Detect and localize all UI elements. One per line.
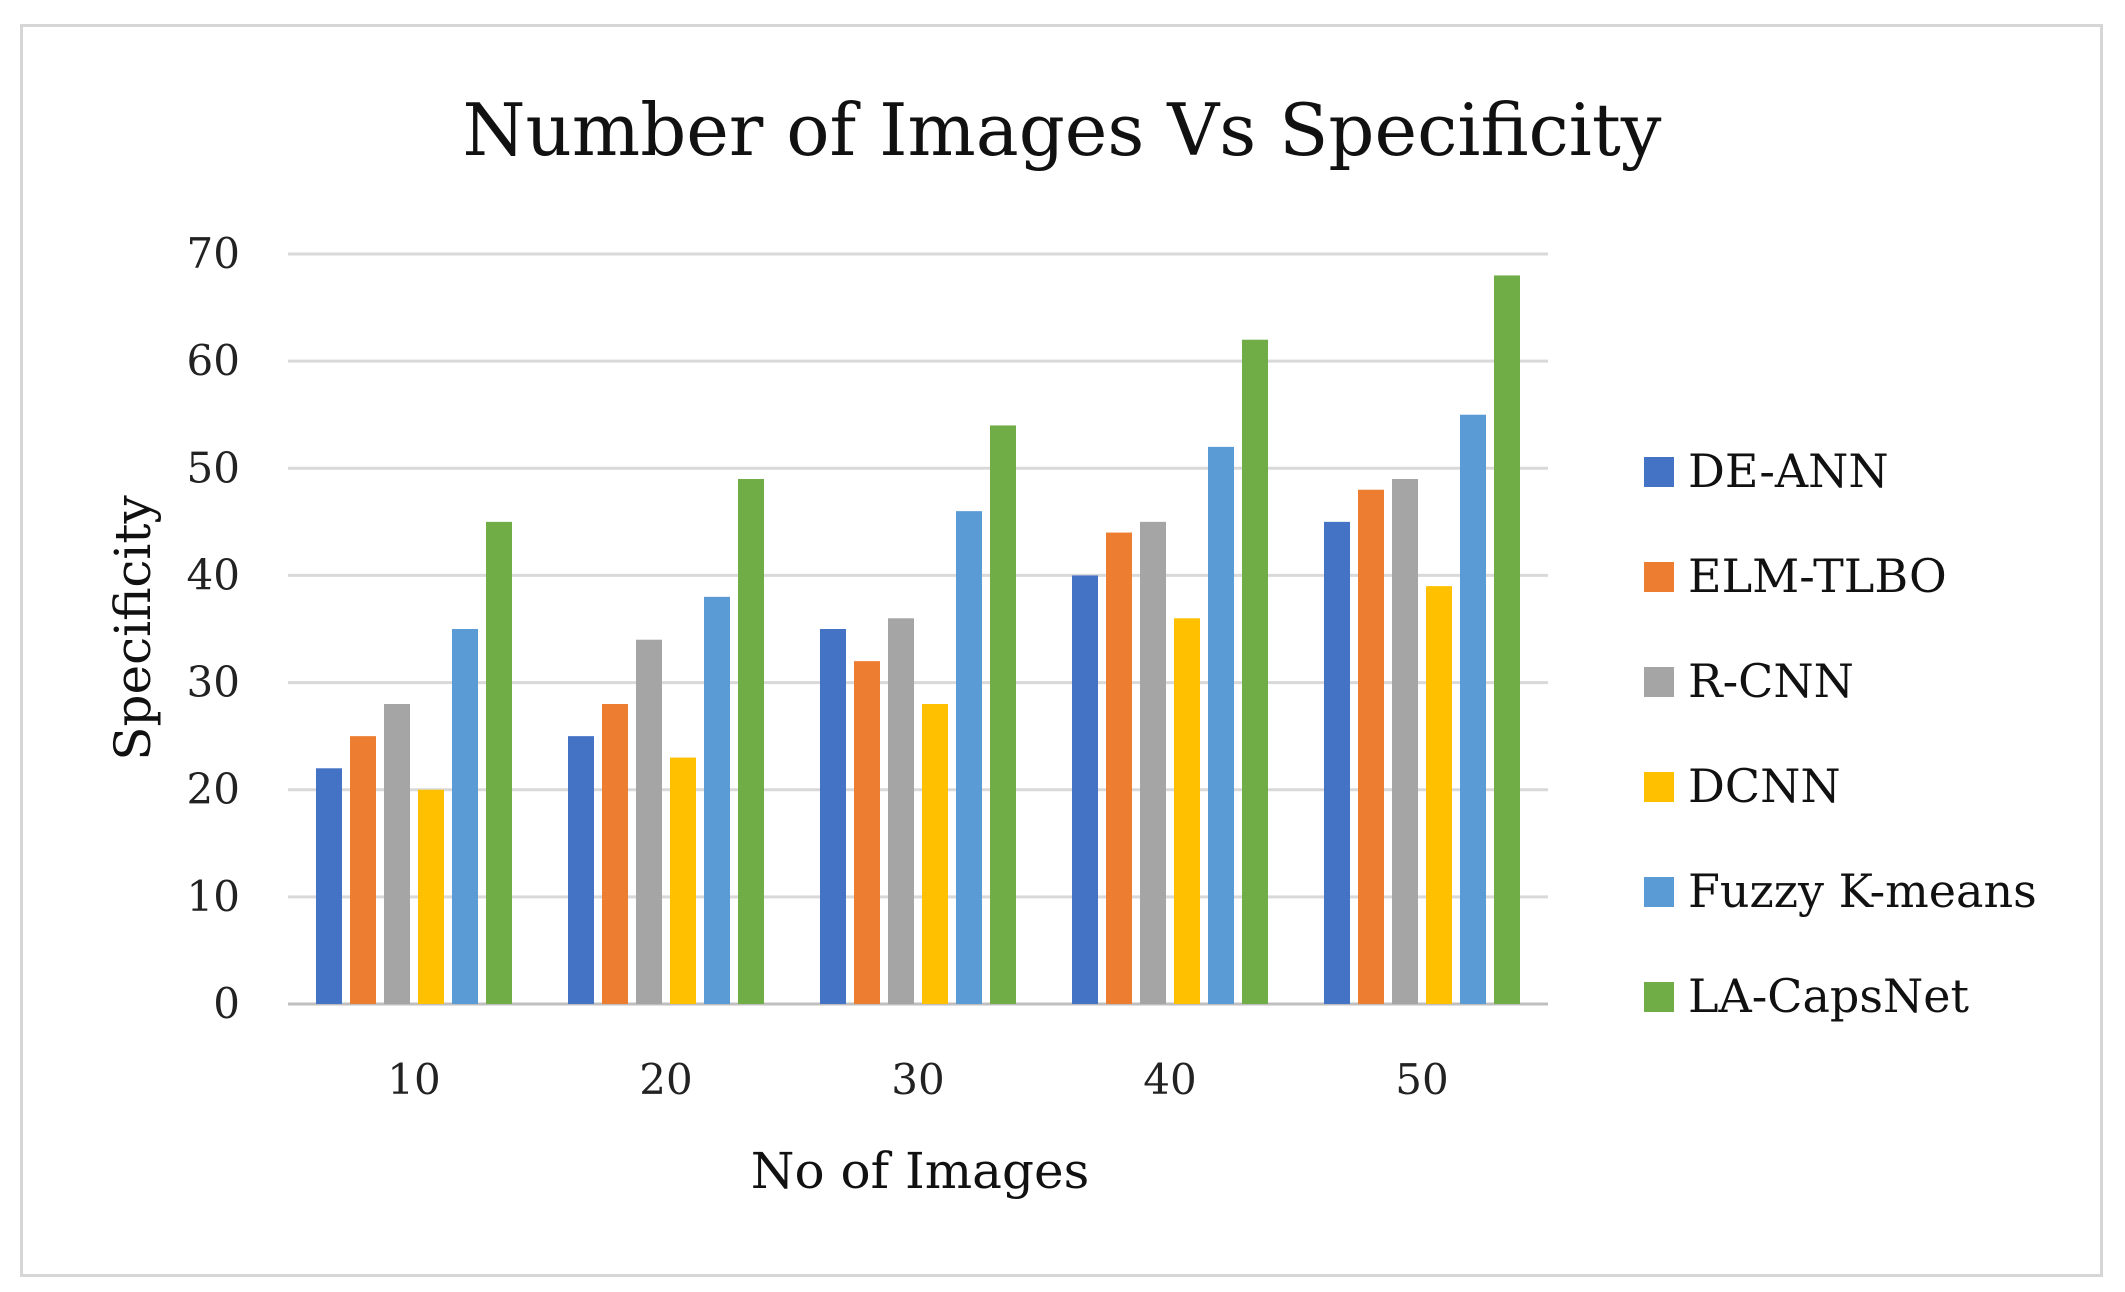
y-tick-label: 0: [213, 979, 240, 1028]
x-tick-label: 30: [891, 1055, 944, 1104]
bar-elm-tlbo-20: [602, 704, 628, 1004]
bar-r-cnn-50: [1392, 479, 1418, 1004]
legend-label: DE-ANN: [1688, 444, 1889, 498]
bar-fuzzy-k-means-10: [452, 629, 478, 1004]
y-tick-label: 40: [187, 550, 240, 599]
y-tick-label: 60: [187, 336, 240, 385]
bar-elm-tlbo-50: [1358, 489, 1384, 1004]
bars: [316, 275, 1520, 1004]
bar-fuzzy-k-means-30: [956, 511, 982, 1004]
bar-r-cnn-10: [384, 704, 410, 1004]
y-tick-label: 70: [187, 229, 240, 278]
legend-label: Fuzzy K-means: [1688, 864, 2037, 918]
x-axis-title: No of Images: [751, 1142, 1089, 1200]
legend-swatch: [1644, 457, 1674, 487]
bar-r-cnn-30: [888, 618, 914, 1004]
bar-dcnn-30: [922, 704, 948, 1004]
bar-de-ann-50: [1324, 521, 1350, 1004]
bar-de-ann-20: [568, 736, 594, 1004]
x-tick-labels: 10 20 30 40 50: [387, 1055, 1448, 1104]
legend-label: DCNN: [1688, 759, 1841, 813]
bar-la-capsnet-50: [1494, 275, 1520, 1004]
bar-la-capsnet-30: [990, 425, 1016, 1004]
bar-elm-tlbo-40: [1106, 532, 1132, 1004]
bar-de-ann-30: [820, 629, 846, 1004]
legend-swatch: [1644, 562, 1674, 592]
y-tick-labels: 0 10 20 30 40 50 60 70: [187, 229, 240, 1028]
legend-swatch: [1644, 877, 1674, 907]
bar-fuzzy-k-means-50: [1460, 414, 1486, 1004]
bar-dcnn-10: [418, 789, 444, 1004]
y-tick-label: 30: [187, 658, 240, 707]
bar-de-ann-10: [316, 768, 342, 1004]
y-axis-title: Specificity: [104, 494, 162, 760]
legend-label: LA-CapsNet: [1688, 969, 1969, 1023]
x-tick-label: 40: [1143, 1055, 1196, 1104]
legend: DE-ANN ELM-TLBO R-CNN DCNN Fuzzy K-means LA-C…: [1644, 444, 2037, 1023]
y-tick-label: 20: [187, 765, 240, 814]
bar-la-capsnet-10: [486, 521, 512, 1004]
bar-elm-tlbo-10: [350, 736, 376, 1004]
legend-swatch: [1644, 772, 1674, 802]
bar-la-capsnet-20: [738, 479, 764, 1004]
bar-fuzzy-k-means-20: [704, 596, 730, 1004]
x-tick-label: 10: [387, 1055, 440, 1104]
bar-la-capsnet-40: [1242, 339, 1268, 1004]
bar-dcnn-20: [670, 757, 696, 1004]
y-tick-label: 10: [187, 872, 240, 921]
legend-label: ELM-TLBO: [1688, 549, 1947, 603]
bar-fuzzy-k-means-40: [1208, 446, 1234, 1004]
legend-swatch: [1644, 667, 1674, 697]
x-tick-label: 50: [1395, 1055, 1448, 1104]
chart-title: Number of Images Vs Specificity: [463, 88, 1662, 172]
chart-frame: [20, 24, 2103, 1277]
legend-label: R-CNN: [1688, 654, 1854, 708]
bar-dcnn-50: [1426, 586, 1452, 1004]
bar-dcnn-40: [1174, 618, 1200, 1004]
bar-r-cnn-20: [636, 639, 662, 1004]
legend-swatch: [1644, 982, 1674, 1012]
x-tick-label: 20: [639, 1055, 692, 1104]
bar-elm-tlbo-30: [854, 661, 880, 1004]
bar-de-ann-40: [1072, 575, 1098, 1004]
bar-r-cnn-40: [1140, 521, 1166, 1004]
y-tick-label: 50: [187, 443, 240, 492]
